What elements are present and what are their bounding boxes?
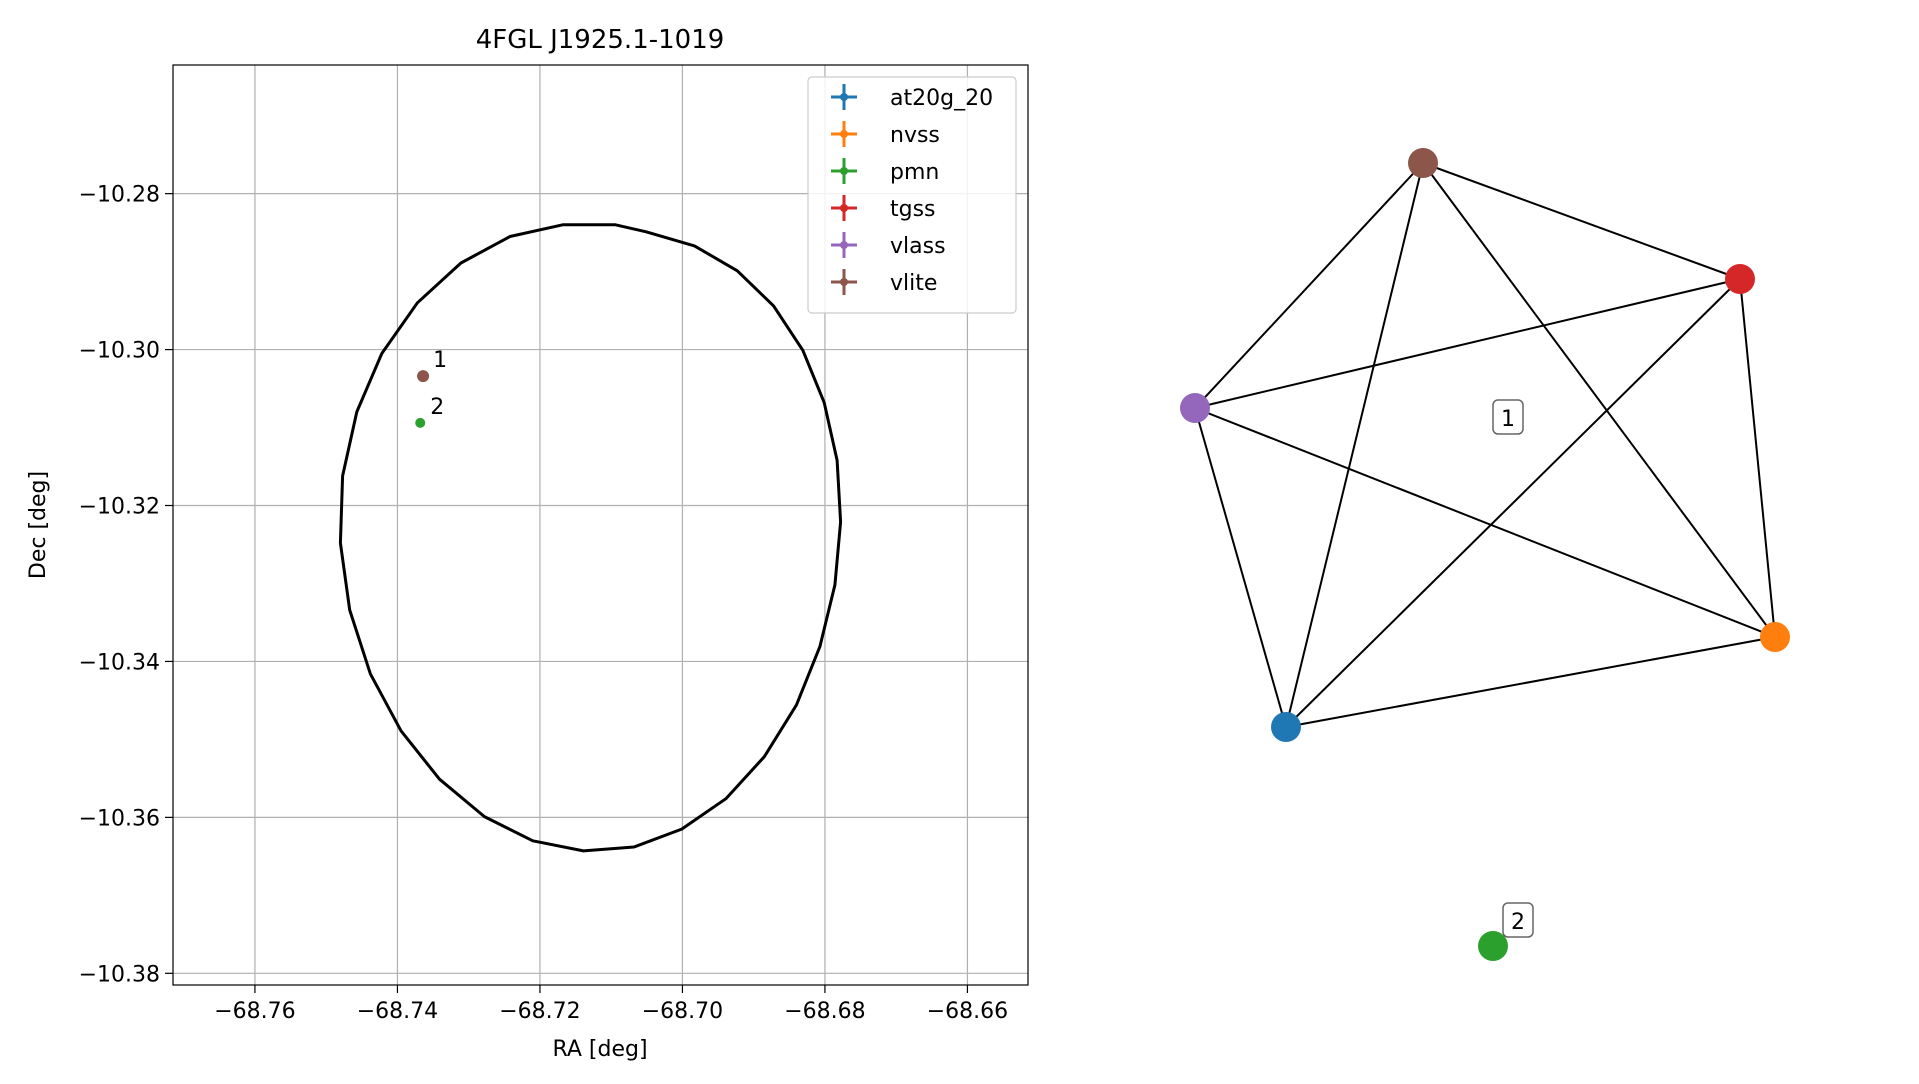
y-tick-label: −10.34 — [79, 650, 160, 675]
y-tick-label: −10.32 — [79, 495, 160, 520]
group-label: 1 — [1501, 407, 1515, 432]
graph-nodes — [1180, 148, 1790, 961]
graph-node-pmn — [1478, 931, 1508, 961]
legend-box — [807, 76, 1017, 314]
graph-edge — [1285, 278, 1741, 728]
graph-edge — [1422, 162, 1776, 638]
x-tick-label: −68.68 — [784, 999, 865, 1024]
x-tick-label: −68.70 — [642, 999, 723, 1024]
legend-dot-nvss — [840, 130, 848, 138]
y-tick-label: −10.36 — [79, 806, 160, 831]
graph-edges — [1194, 162, 1776, 728]
legend-label: pmn — [890, 160, 939, 185]
scatter-axes: 21 −68.76 −68.74 −68.72 −68.70 −68.68 −68.66−… — [26, 25, 1029, 1062]
x-tick-label: −68.76 — [214, 999, 295, 1024]
graph-edge — [1422, 162, 1741, 280]
source-point-pmn — [415, 417, 426, 428]
legend-label: at20g_20 — [890, 86, 993, 111]
legend-dot-tgss — [840, 204, 848, 212]
legend-dot-vlite — [840, 278, 848, 286]
legend-label: vlite — [890, 271, 937, 296]
graph-edge — [1194, 407, 1776, 638]
confidence-ellipse — [338, 223, 843, 853]
source-point-vlite — [417, 370, 430, 383]
legend-dot-at20g_20 — [840, 93, 848, 101]
y-axis-label: Dec [deg] — [26, 471, 51, 579]
y-tick-label: −10.28 — [79, 183, 160, 208]
chart-title: 4FGL J1925.1-1019 — [476, 25, 725, 55]
legend-label: tgss — [890, 197, 936, 222]
point-label: 2 — [430, 395, 444, 420]
group-label-box — [1502, 902, 1534, 938]
y-tick-label: −10.30 — [79, 339, 160, 364]
graph-edge — [1285, 162, 1424, 728]
graph-edge — [1194, 162, 1424, 409]
plot-frame — [172, 64, 1029, 986]
network-graph: 12 — [1180, 148, 1790, 961]
confidence-ellipse-group — [338, 223, 843, 853]
graph-node-tgss — [1725, 264, 1755, 294]
y-tick-label: −10.38 — [79, 962, 160, 987]
x-tick-label: −68.66 — [927, 999, 1008, 1024]
graph-node-nvss — [1760, 622, 1790, 652]
graph-edge — [1194, 278, 1741, 409]
graph-edge — [1194, 407, 1287, 728]
group-label: 2 — [1511, 910, 1525, 935]
legend-label: nvss — [890, 123, 940, 148]
group-label-box — [1492, 399, 1524, 435]
legend-dot-pmn — [840, 167, 848, 175]
x-axis-label: RA [deg] — [552, 1037, 647, 1062]
graph-edge — [1285, 636, 1776, 728]
graph-node-at20g_20 — [1271, 712, 1301, 742]
axis-ticks: −68.76 −68.74 −68.72 −68.70 −68.68 −68.66 −10.… — [79, 183, 1009, 1024]
group-labels: 12 — [1492, 399, 1534, 938]
legend-label: vlass — [890, 234, 946, 259]
legend-dot-vlass — [840, 241, 848, 249]
graph-node-vlite — [1408, 148, 1438, 178]
x-tick-label: −68.72 — [499, 999, 580, 1024]
graph-edge — [1739, 278, 1776, 638]
graph-node-vlass — [1180, 393, 1210, 423]
x-tick-label: −68.74 — [357, 999, 438, 1024]
source-points: 21 — [415, 348, 447, 428]
point-label: 1 — [433, 348, 447, 373]
